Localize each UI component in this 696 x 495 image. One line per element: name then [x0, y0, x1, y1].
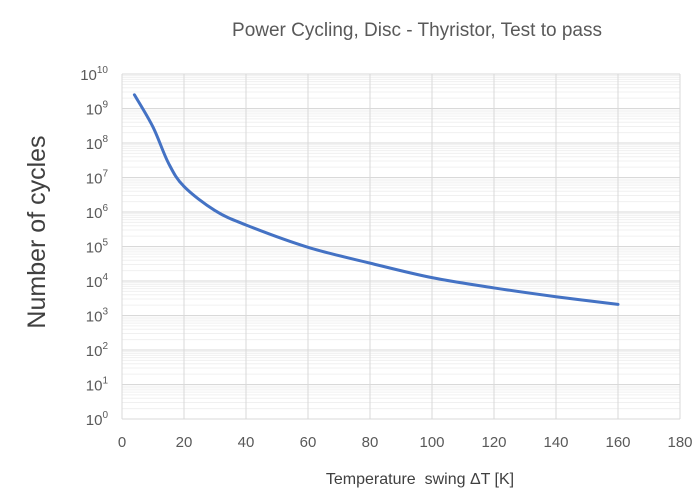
x-tick-label: 20: [176, 434, 193, 451]
y-tick-label: 103: [86, 307, 109, 326]
series-line: [132, 93, 620, 306]
x-tick-label: 0: [118, 434, 126, 451]
y-axis-label: Number of cycles: [23, 135, 51, 328]
y-tick-labels: 100 101 102 103 104 105 106 107 108 109 1010: [80, 65, 108, 429]
x-tick-label: 180: [667, 434, 692, 451]
x-tick-label: 160: [605, 434, 630, 451]
y-tick-label: 101: [86, 376, 109, 395]
y-tick-label: 106: [86, 203, 109, 222]
y-tick-label: 104: [86, 272, 109, 291]
y-tick-label: 109: [86, 100, 109, 119]
x-tick-label: 60: [300, 434, 317, 451]
y-tick-label: 107: [86, 169, 109, 188]
x-tick-label: 80: [362, 434, 379, 451]
y-tick-label: 1010: [80, 65, 108, 84]
x-tick-label: 120: [481, 434, 506, 451]
x-tick-label: 100: [419, 434, 444, 451]
y-tick-label: 102: [86, 341, 109, 360]
chart-title: Power Cycling, Disc - Thyristor, Test to…: [232, 20, 602, 41]
x-tick-label: 40: [238, 434, 255, 451]
y-tick-label: 108: [86, 134, 109, 153]
y-tick-label: 100: [86, 410, 109, 429]
x-axis-label: Temperature swing ΔT [K]: [326, 471, 514, 488]
x-tick-label: 140: [543, 434, 568, 451]
y-tick-label: 105: [86, 238, 109, 257]
grid: [121, 73, 681, 420]
x-tick-labels: 0 20 40 60 80 100 120 140 160 180: [118, 434, 693, 451]
